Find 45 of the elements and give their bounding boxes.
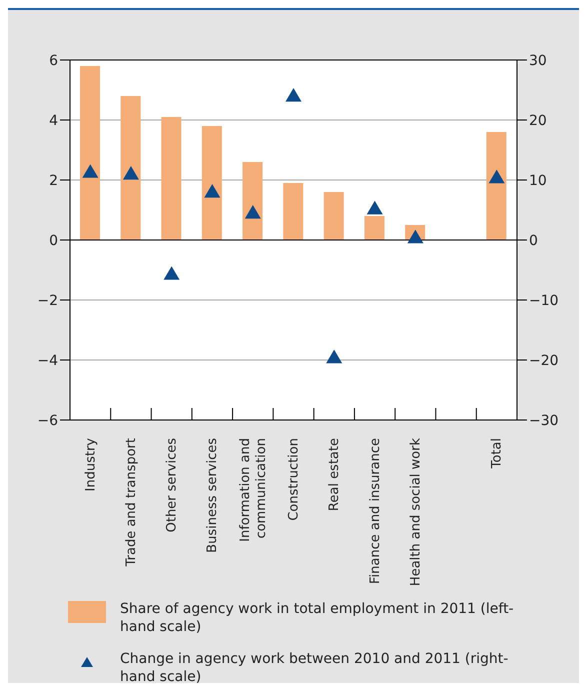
y-tick-label: −6 [37,412,58,429]
x-tick-label: Real estate [327,438,342,512]
y-tick-label: 0 [49,232,58,249]
point [326,350,342,364]
bar [242,162,263,240]
point [244,205,261,219]
y-tick-label: −4 [37,352,58,369]
point [488,170,505,184]
point [82,164,98,178]
legend-label: Change in agency work between 2010 and 2011 (right-hand scale) [120,650,510,686]
y-tick-label: 6 [49,52,58,69]
bar [120,96,141,240]
bar [80,66,100,240]
y2-tick-label: −10 [529,292,559,309]
point [164,266,180,280]
point [204,184,220,198]
point [122,166,139,180]
y2-tick-label: 20 [529,112,547,129]
bar [486,132,506,240]
x-tick-label: Industry [83,438,98,492]
y2-tick-label: −20 [529,352,559,369]
x-tick-label: Health and social work [408,438,424,586]
bar [364,216,384,240]
y-tick-label: 2 [49,172,58,189]
y2-tick-label: 0 [529,232,538,249]
y2-tick-label: 30 [529,52,547,69]
bar [324,192,344,240]
point [366,200,383,214]
bar [202,126,222,240]
bar [161,117,182,240]
x-tick-label: Business services [205,438,220,553]
point [407,230,424,244]
x-tick-label: Construction [286,438,302,521]
legend-label: Share of agency work in total employment in 2011 (left-hand scale) [120,600,515,636]
x-tick-label: Total [490,438,505,470]
x-tick-label: Finance and insurance [368,438,383,584]
x-tick-label: Other services [164,438,180,532]
y2-tick-label: 10 [529,172,547,189]
bar [283,183,304,240]
x-tick-label: Trade and transport [124,438,139,568]
x-tick-label: Information and communication [238,438,269,542]
point [286,88,302,102]
y2-tick-label: −30 [529,412,559,429]
y-tick-label: −2 [37,292,58,309]
y-tick-label: 4 [49,112,58,129]
